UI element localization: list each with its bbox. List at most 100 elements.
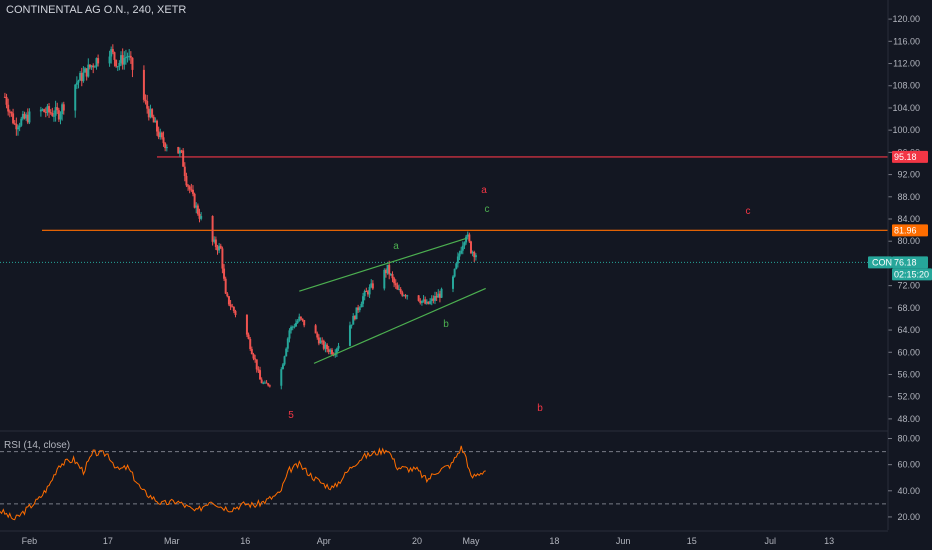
candle-body <box>183 166 186 177</box>
candle-body <box>389 274 392 276</box>
wave-label: a <box>481 185 487 196</box>
candle-body <box>366 291 369 295</box>
candle-body <box>87 64 90 77</box>
candle-body <box>401 292 404 296</box>
candle-body <box>180 150 183 152</box>
candle-body <box>8 111 11 113</box>
time-axis-label: 16 <box>240 536 250 546</box>
candle-body <box>465 236 468 243</box>
candle-body <box>200 216 203 219</box>
candle-body <box>142 69 145 100</box>
candle-body <box>5 96 8 105</box>
candle-body <box>368 287 371 295</box>
time-axis-label: Apr <box>317 536 331 546</box>
candle-body <box>255 359 258 370</box>
candle-body <box>460 250 463 254</box>
candle-body <box>82 72 85 82</box>
horizontal-levels[interactable] <box>0 156 888 263</box>
candle-body <box>263 382 266 384</box>
candle-body <box>360 303 363 308</box>
candle-body <box>213 239 216 242</box>
candle-body <box>249 339 252 350</box>
axes: 120.00116.00112.00108.00104.00100.0096.0… <box>0 0 920 546</box>
candle-body <box>155 120 158 132</box>
candle-body <box>147 108 150 118</box>
candle-body <box>250 349 253 355</box>
candle-body <box>394 283 397 286</box>
candle-body <box>466 234 469 237</box>
candle-body <box>223 268 226 279</box>
current-price-tag-bg <box>892 256 928 269</box>
candle-body <box>178 150 181 154</box>
candle-body <box>327 349 330 352</box>
candle-body <box>113 52 116 60</box>
candle-body <box>281 364 284 370</box>
candle-body <box>129 55 132 58</box>
candle-body <box>245 314 248 335</box>
candle-body <box>21 113 24 119</box>
candle-body <box>298 316 301 321</box>
candle-body <box>97 58 100 64</box>
candle-body <box>267 383 270 386</box>
candle-body <box>268 385 271 387</box>
wave-label: c <box>746 206 751 217</box>
candle-body <box>162 137 165 144</box>
candle-body <box>124 57 127 59</box>
current-symbol-tag: CON <box>872 257 892 267</box>
candle-body <box>353 315 356 320</box>
candle-body <box>357 307 360 311</box>
candle-body <box>216 246 219 251</box>
candle-body <box>259 370 262 380</box>
candle-body <box>288 330 291 339</box>
candle-body <box>93 66 96 68</box>
rsi-tick-label: 20.00 <box>897 512 920 522</box>
wedge-upper-line <box>299 237 467 292</box>
wedge-lines[interactable] <box>299 237 486 364</box>
candle-body <box>429 301 432 304</box>
candle-body <box>469 241 472 254</box>
candle-body <box>146 101 149 109</box>
candle-body <box>434 295 437 301</box>
candle-body <box>437 293 440 298</box>
candle-body <box>92 65 95 68</box>
countdown-tag-bg <box>892 268 932 281</box>
candle-body <box>131 57 134 70</box>
wedge-lower-line <box>313 287 486 364</box>
candle-body <box>52 115 55 117</box>
candle-body <box>23 113 26 119</box>
price-tick-label: 108.00 <box>892 81 920 91</box>
candle-body <box>365 291 368 293</box>
rsi-tick-label: 60.00 <box>897 460 920 470</box>
candle-body <box>165 147 168 149</box>
price-tick-label: 48.00 <box>897 414 920 424</box>
candle-body <box>144 99 147 102</box>
candle-body <box>293 326 296 328</box>
candle-body <box>214 239 217 247</box>
price-tick-label: 84.00 <box>897 214 920 224</box>
candle-body <box>391 274 394 279</box>
price-tick-label: 80.00 <box>897 236 920 246</box>
candle-body <box>211 216 214 242</box>
candle-body <box>383 269 386 289</box>
resistance-upper-tag-bg <box>892 150 928 163</box>
candle-body <box>463 242 466 246</box>
symbol-title: CONTINENTAL AG O.N., 240, XETR <box>6 4 187 16</box>
candle-body <box>20 118 23 126</box>
candle-body <box>468 234 471 242</box>
candle-body <box>402 295 405 297</box>
candle-body <box>247 334 250 340</box>
time-axis-label: 15 <box>687 536 697 546</box>
candle-body <box>224 278 227 294</box>
resistance-lower-tag-bg <box>892 224 928 237</box>
candle-body <box>219 245 222 249</box>
candle-body <box>26 114 29 123</box>
candle-body <box>61 104 64 115</box>
candle-body <box>28 111 31 123</box>
candle-body <box>393 278 396 284</box>
candle-body <box>234 310 237 315</box>
candle-body <box>182 150 185 167</box>
candle-body <box>187 185 190 187</box>
candle-body <box>406 295 409 297</box>
candle-body <box>396 285 399 290</box>
